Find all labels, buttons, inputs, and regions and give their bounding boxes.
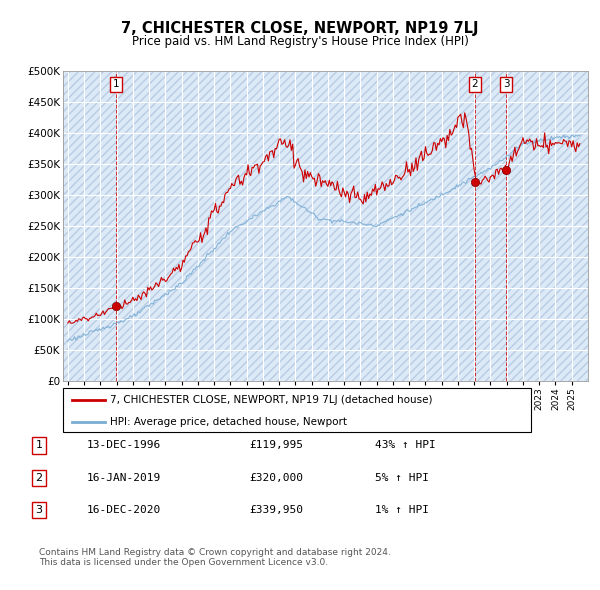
Text: Contains HM Land Registry data © Crown copyright and database right 2024.
This d: Contains HM Land Registry data © Crown c… [39,548,391,567]
Text: 43% ↑ HPI: 43% ↑ HPI [375,441,436,450]
Text: £339,950: £339,950 [249,506,303,515]
Text: 7, CHICHESTER CLOSE, NEWPORT, NP19 7LJ (detached house): 7, CHICHESTER CLOSE, NEWPORT, NP19 7LJ (… [110,395,432,405]
Text: HPI: Average price, detached house, Newport: HPI: Average price, detached house, Newp… [110,417,347,427]
Text: 3: 3 [35,506,43,515]
Text: 7, CHICHESTER CLOSE, NEWPORT, NP19 7LJ: 7, CHICHESTER CLOSE, NEWPORT, NP19 7LJ [121,21,479,35]
Text: £119,995: £119,995 [249,441,303,450]
Text: Price paid vs. HM Land Registry's House Price Index (HPI): Price paid vs. HM Land Registry's House … [131,35,469,48]
Text: £320,000: £320,000 [249,473,303,483]
Text: 2: 2 [472,80,478,90]
Text: 13-DEC-1996: 13-DEC-1996 [87,441,161,450]
Text: 5% ↑ HPI: 5% ↑ HPI [375,473,429,483]
Text: 1: 1 [113,80,119,90]
Text: 1% ↑ HPI: 1% ↑ HPI [375,506,429,515]
Text: 2: 2 [35,473,43,483]
Text: 1: 1 [35,441,43,450]
Text: 16-DEC-2020: 16-DEC-2020 [87,506,161,515]
Text: 16-JAN-2019: 16-JAN-2019 [87,473,161,483]
Text: 3: 3 [503,80,509,90]
